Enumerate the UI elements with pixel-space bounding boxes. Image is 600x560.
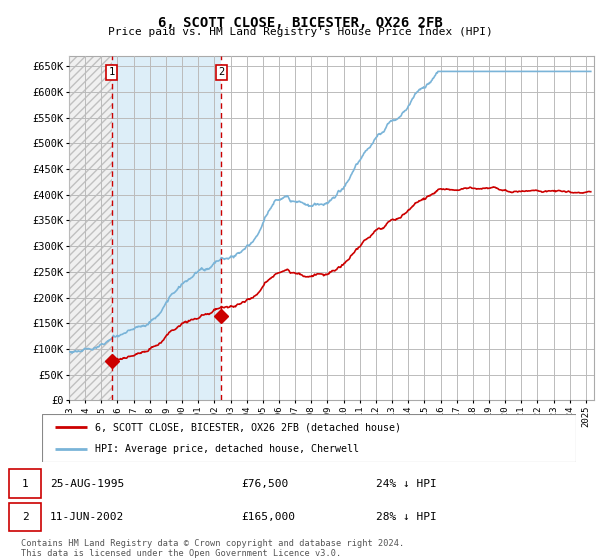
Text: HPI: Average price, detached house, Cherwell: HPI: Average price, detached house, Cher… [95,444,359,454]
Text: 6, SCOTT CLOSE, BICESTER, OX26 2FB (detached house): 6, SCOTT CLOSE, BICESTER, OX26 2FB (deta… [95,422,401,432]
Text: 6, SCOTT CLOSE, BICESTER, OX26 2FB: 6, SCOTT CLOSE, BICESTER, OX26 2FB [158,16,442,30]
Text: 1: 1 [109,67,115,77]
Text: £76,500: £76,500 [241,479,289,488]
Text: 1: 1 [22,479,28,488]
FancyBboxPatch shape [9,503,41,531]
Text: 24% ↓ HPI: 24% ↓ HPI [376,479,437,488]
Text: £165,000: £165,000 [241,512,295,522]
Text: 25-AUG-1995: 25-AUG-1995 [50,479,124,488]
Text: 28% ↓ HPI: 28% ↓ HPI [376,512,437,522]
FancyBboxPatch shape [42,414,576,462]
FancyBboxPatch shape [9,469,41,498]
Text: 11-JUN-2002: 11-JUN-2002 [50,512,124,522]
Bar [69,56,112,400]
Bar [112,56,221,400]
Text: 2: 2 [218,67,224,77]
Text: 2: 2 [22,512,28,522]
Text: Contains HM Land Registry data © Crown copyright and database right 2024.
This d: Contains HM Land Registry data © Crown c… [21,539,404,558]
Text: Price paid vs. HM Land Registry's House Price Index (HPI): Price paid vs. HM Land Registry's House … [107,27,493,37]
Bar [221,56,594,400]
